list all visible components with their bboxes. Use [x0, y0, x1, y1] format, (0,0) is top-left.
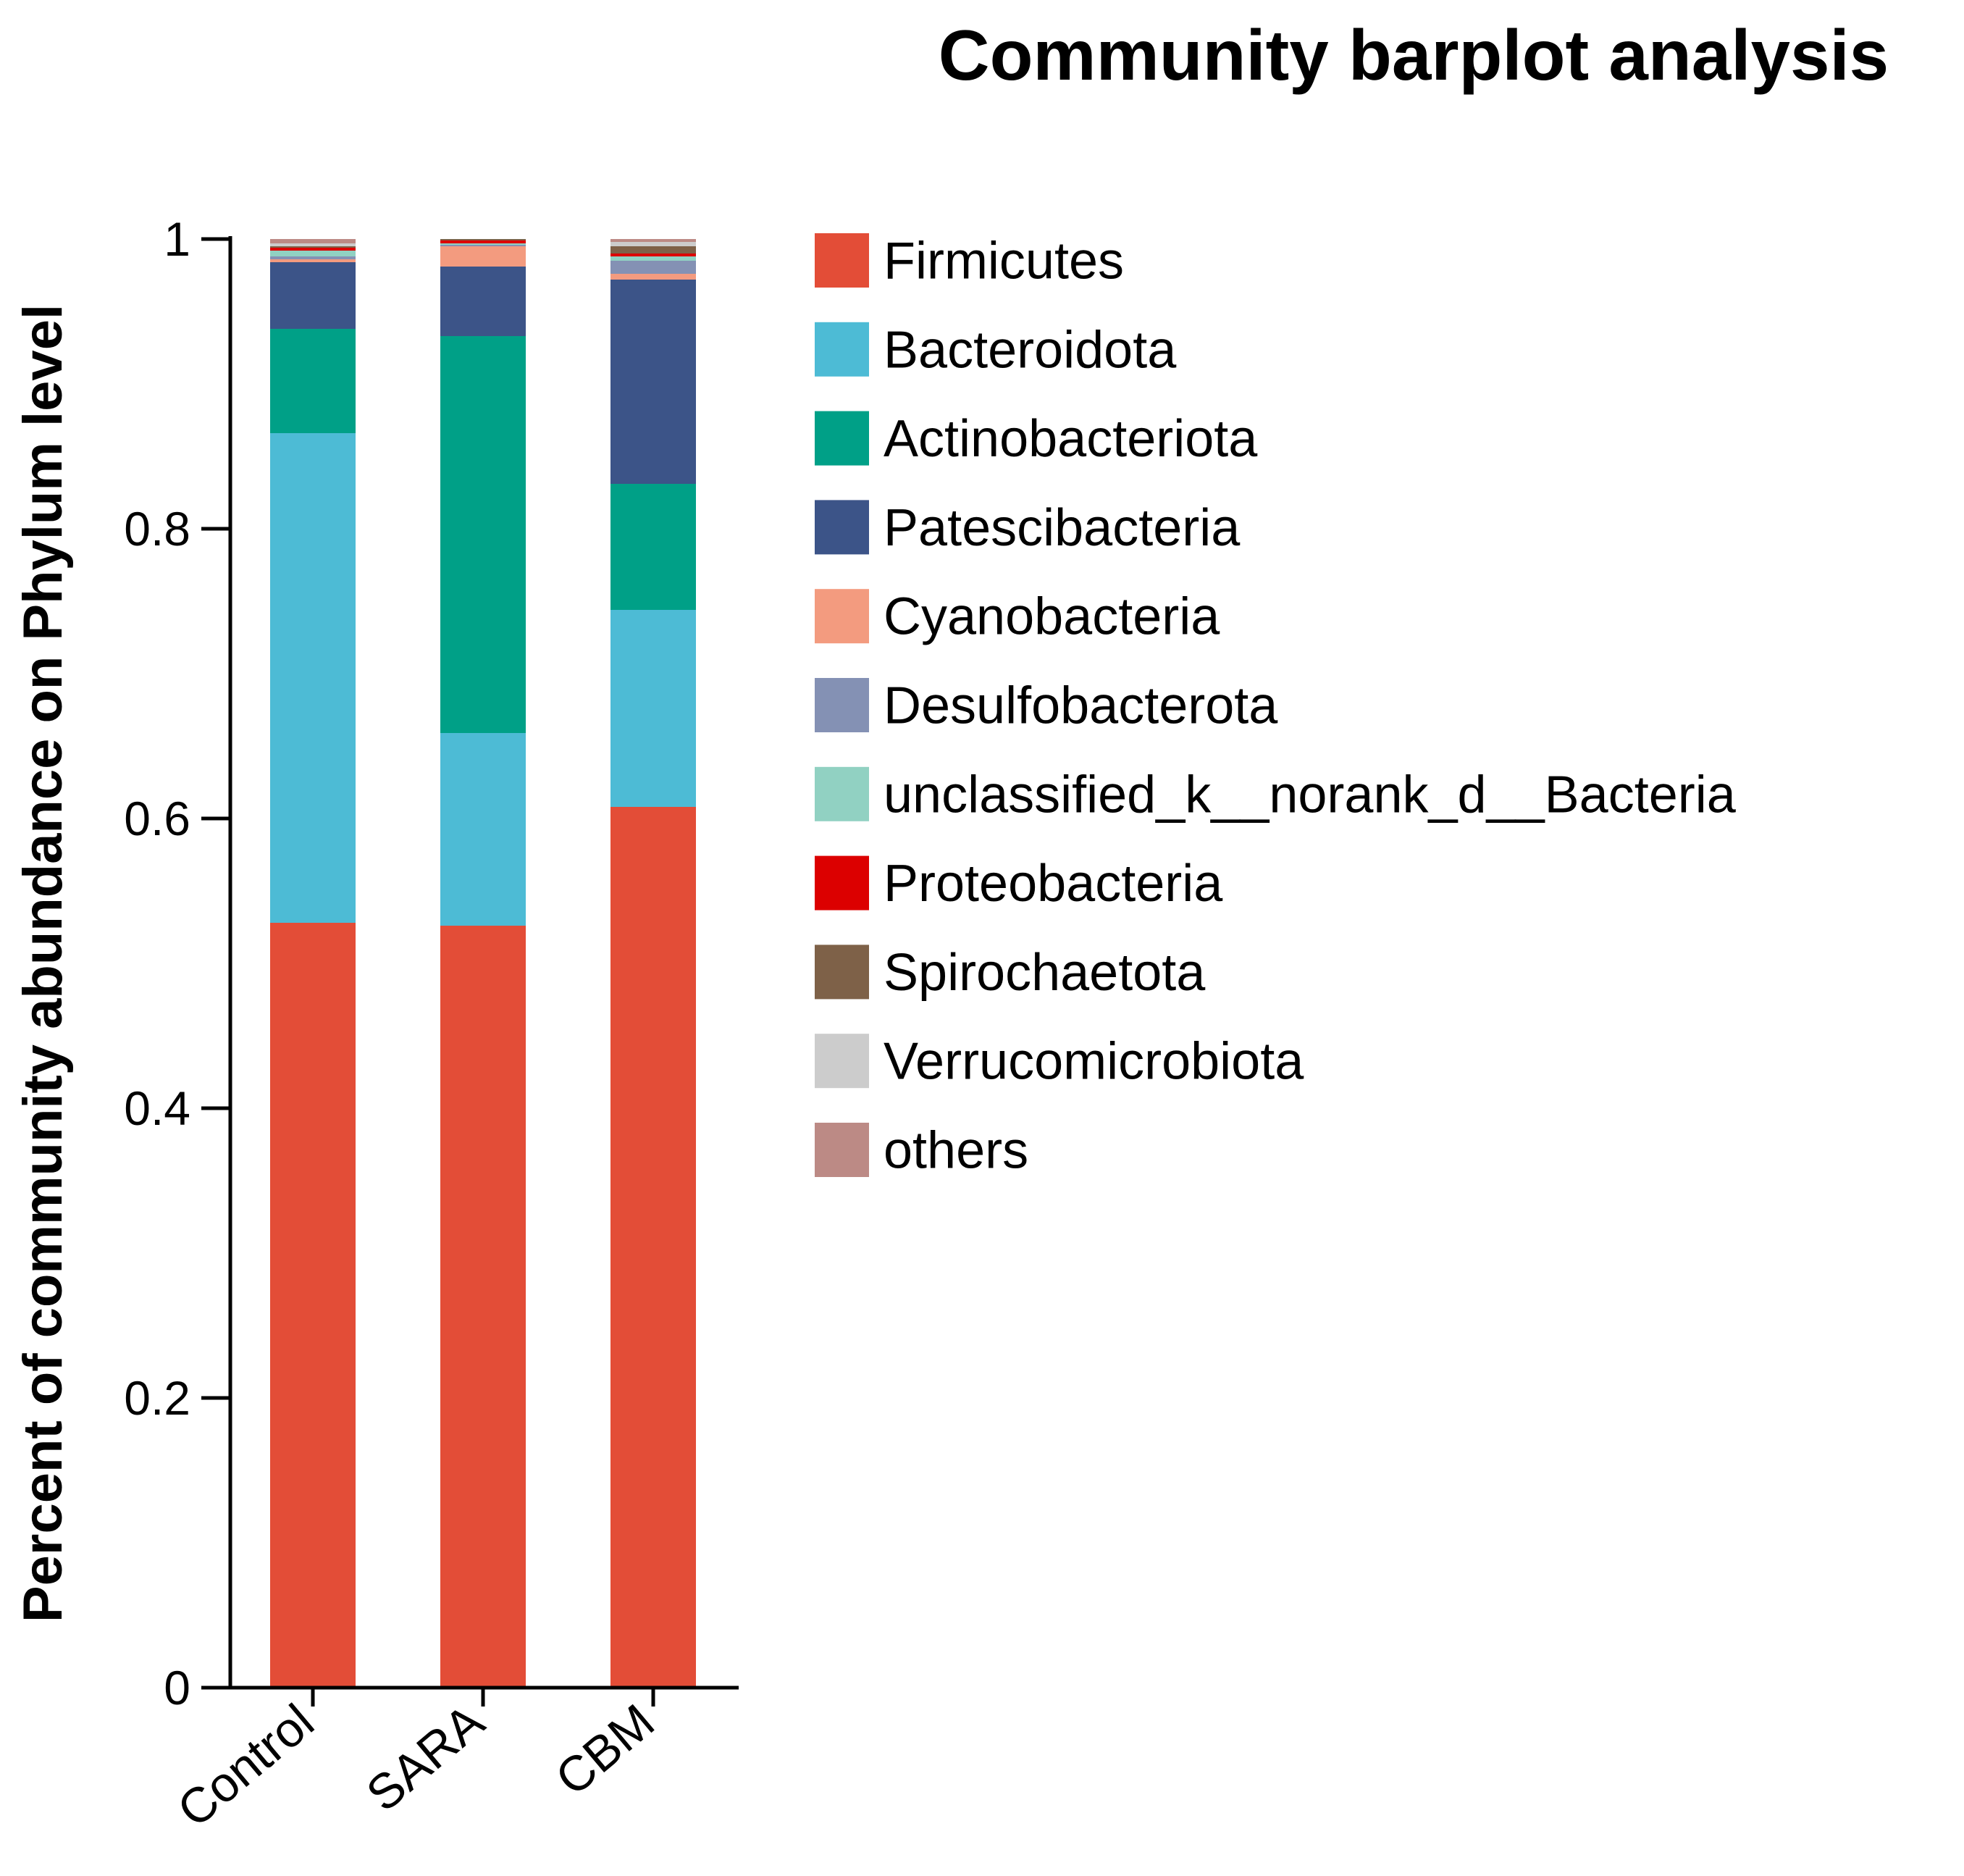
- legend-label-verrucomicrobiota: Verrucomicrobiota: [884, 1033, 1304, 1091]
- bar-segment-cbm-unclassified-k-norank-d-bacteria: [610, 256, 696, 261]
- x-tick-label-sara: SARA: [356, 1693, 495, 1822]
- bar-segment-control-cyanobacteria: [270, 259, 356, 262]
- legend-swatch-patescibacteria: [815, 500, 869, 555]
- bar-segment-control-firmicutes: [270, 923, 356, 1688]
- bar-segment-sara-firmicutes: [440, 926, 526, 1688]
- bar-segment-cbm-bacteroidota: [610, 610, 696, 807]
- legend-swatch-proteobacteria: [815, 855, 869, 910]
- legend-swatch-firmicutes: [815, 233, 869, 288]
- x-tick-label-control: Control: [167, 1693, 324, 1838]
- legend-swatch-verrucomicrobiota: [815, 1034, 869, 1089]
- legend-swatch-actinobacteriota: [815, 411, 869, 466]
- y-tick-label: 0.2: [124, 1371, 190, 1425]
- bar-segment-control-patescibacteria: [270, 262, 356, 329]
- bar-segment-control-desulfobacterota: [270, 256, 356, 259]
- y-tick-label: 0.8: [124, 502, 190, 556]
- bar-segment-sara-unclassified-k-norank-d-bacteria: [440, 243, 526, 245]
- bar-segment-sara-actinobacteriota: [440, 336, 526, 733]
- legend-label-desulfobacterota: Desulfobacterota: [884, 677, 1278, 735]
- bar-segment-cbm-actinobacteriota: [610, 484, 696, 610]
- legend-swatch-unclassified-k-norank-d-bacteria: [815, 766, 869, 821]
- legend-label-others: others: [884, 1122, 1028, 1180]
- bar-segment-control-others: [270, 239, 356, 243]
- bar-segment-cbm-others: [610, 239, 696, 242]
- legend-label-proteobacteria: Proteobacteria: [884, 855, 1223, 913]
- bar-segment-cbm-desulfobacterota: [610, 261, 696, 274]
- y-tick-label: 1: [164, 212, 190, 266]
- legend-swatch-others: [815, 1123, 869, 1177]
- bar-segment-control-actinobacteriota: [270, 329, 356, 433]
- bar-segment-control-bacteroidota: [270, 433, 356, 923]
- legend-label-spirochaetota: Spirochaetota: [884, 944, 1206, 1002]
- legend-swatch-bacteroidota: [815, 322, 869, 377]
- legend-label-actinobacteriota: Actinobacteriota: [884, 410, 1258, 468]
- bar-segment-cbm-patescibacteria: [610, 280, 696, 484]
- bar-segment-cbm-proteobacteria: [610, 254, 696, 256]
- bar-segment-control-verrucomicrobiota: [270, 243, 356, 246]
- bar-segment-cbm-firmicutes: [610, 807, 696, 1688]
- bar-segment-cbm-verrucomicrobiota: [610, 242, 696, 246]
- legend-label-cyanobacteria: Cyanobacteria: [884, 588, 1220, 646]
- bar-segment-cbm-cyanobacteria: [610, 274, 696, 280]
- chart-title: Community barplot analysis: [939, 15, 1889, 95]
- bar-segment-cbm-spirochaetota: [610, 246, 696, 254]
- bar-segment-sara-cyanobacteria: [440, 246, 526, 267]
- bar-segment-sara-patescibacteria: [440, 267, 526, 336]
- legend-label-unclassified-k-norank-d-bacteria: unclassified_k__norank_d__Bacteria: [884, 766, 1737, 824]
- bar-segment-control-unclassified-k-norank-d-bacteria: [270, 251, 356, 256]
- legend-label-bacteroidota: Bacteroidota: [884, 321, 1177, 379]
- y-tick-label: 0.4: [124, 1081, 190, 1135]
- bar-segment-control-spirochaetota: [270, 246, 356, 248]
- bar-segment-sara-bacteroidota: [440, 733, 526, 926]
- legend: Firmicutes Bacteroidota Actinobacteriota Pa…: [815, 233, 1737, 1180]
- legend-swatch-spirochaetota: [815, 945, 869, 1000]
- y-tick-label: 0.6: [124, 792, 190, 845]
- y-axis-label: Percent of community abundance on Phylum…: [12, 304, 74, 1622]
- legend-label-firmicutes: Firmicutes: [884, 233, 1124, 290]
- legend-label-patescibacteria: Patescibacteria: [884, 499, 1241, 557]
- legend-swatch-desulfobacterota: [815, 678, 869, 732]
- bars-layer: [270, 239, 696, 1688]
- legend-swatch-cyanobacteria: [815, 589, 869, 644]
- bar-segment-sara-proteobacteria: [440, 240, 526, 243]
- bar-segment-sara-desulfobacterota: [440, 245, 526, 246]
- bar-segment-control-proteobacteria: [270, 248, 356, 251]
- y-tick-label: 0: [164, 1661, 190, 1714]
- x-tick-label-cbm: CBM: [545, 1693, 665, 1806]
- bar-segment-sara-spirochaetota: [440, 239, 526, 240]
